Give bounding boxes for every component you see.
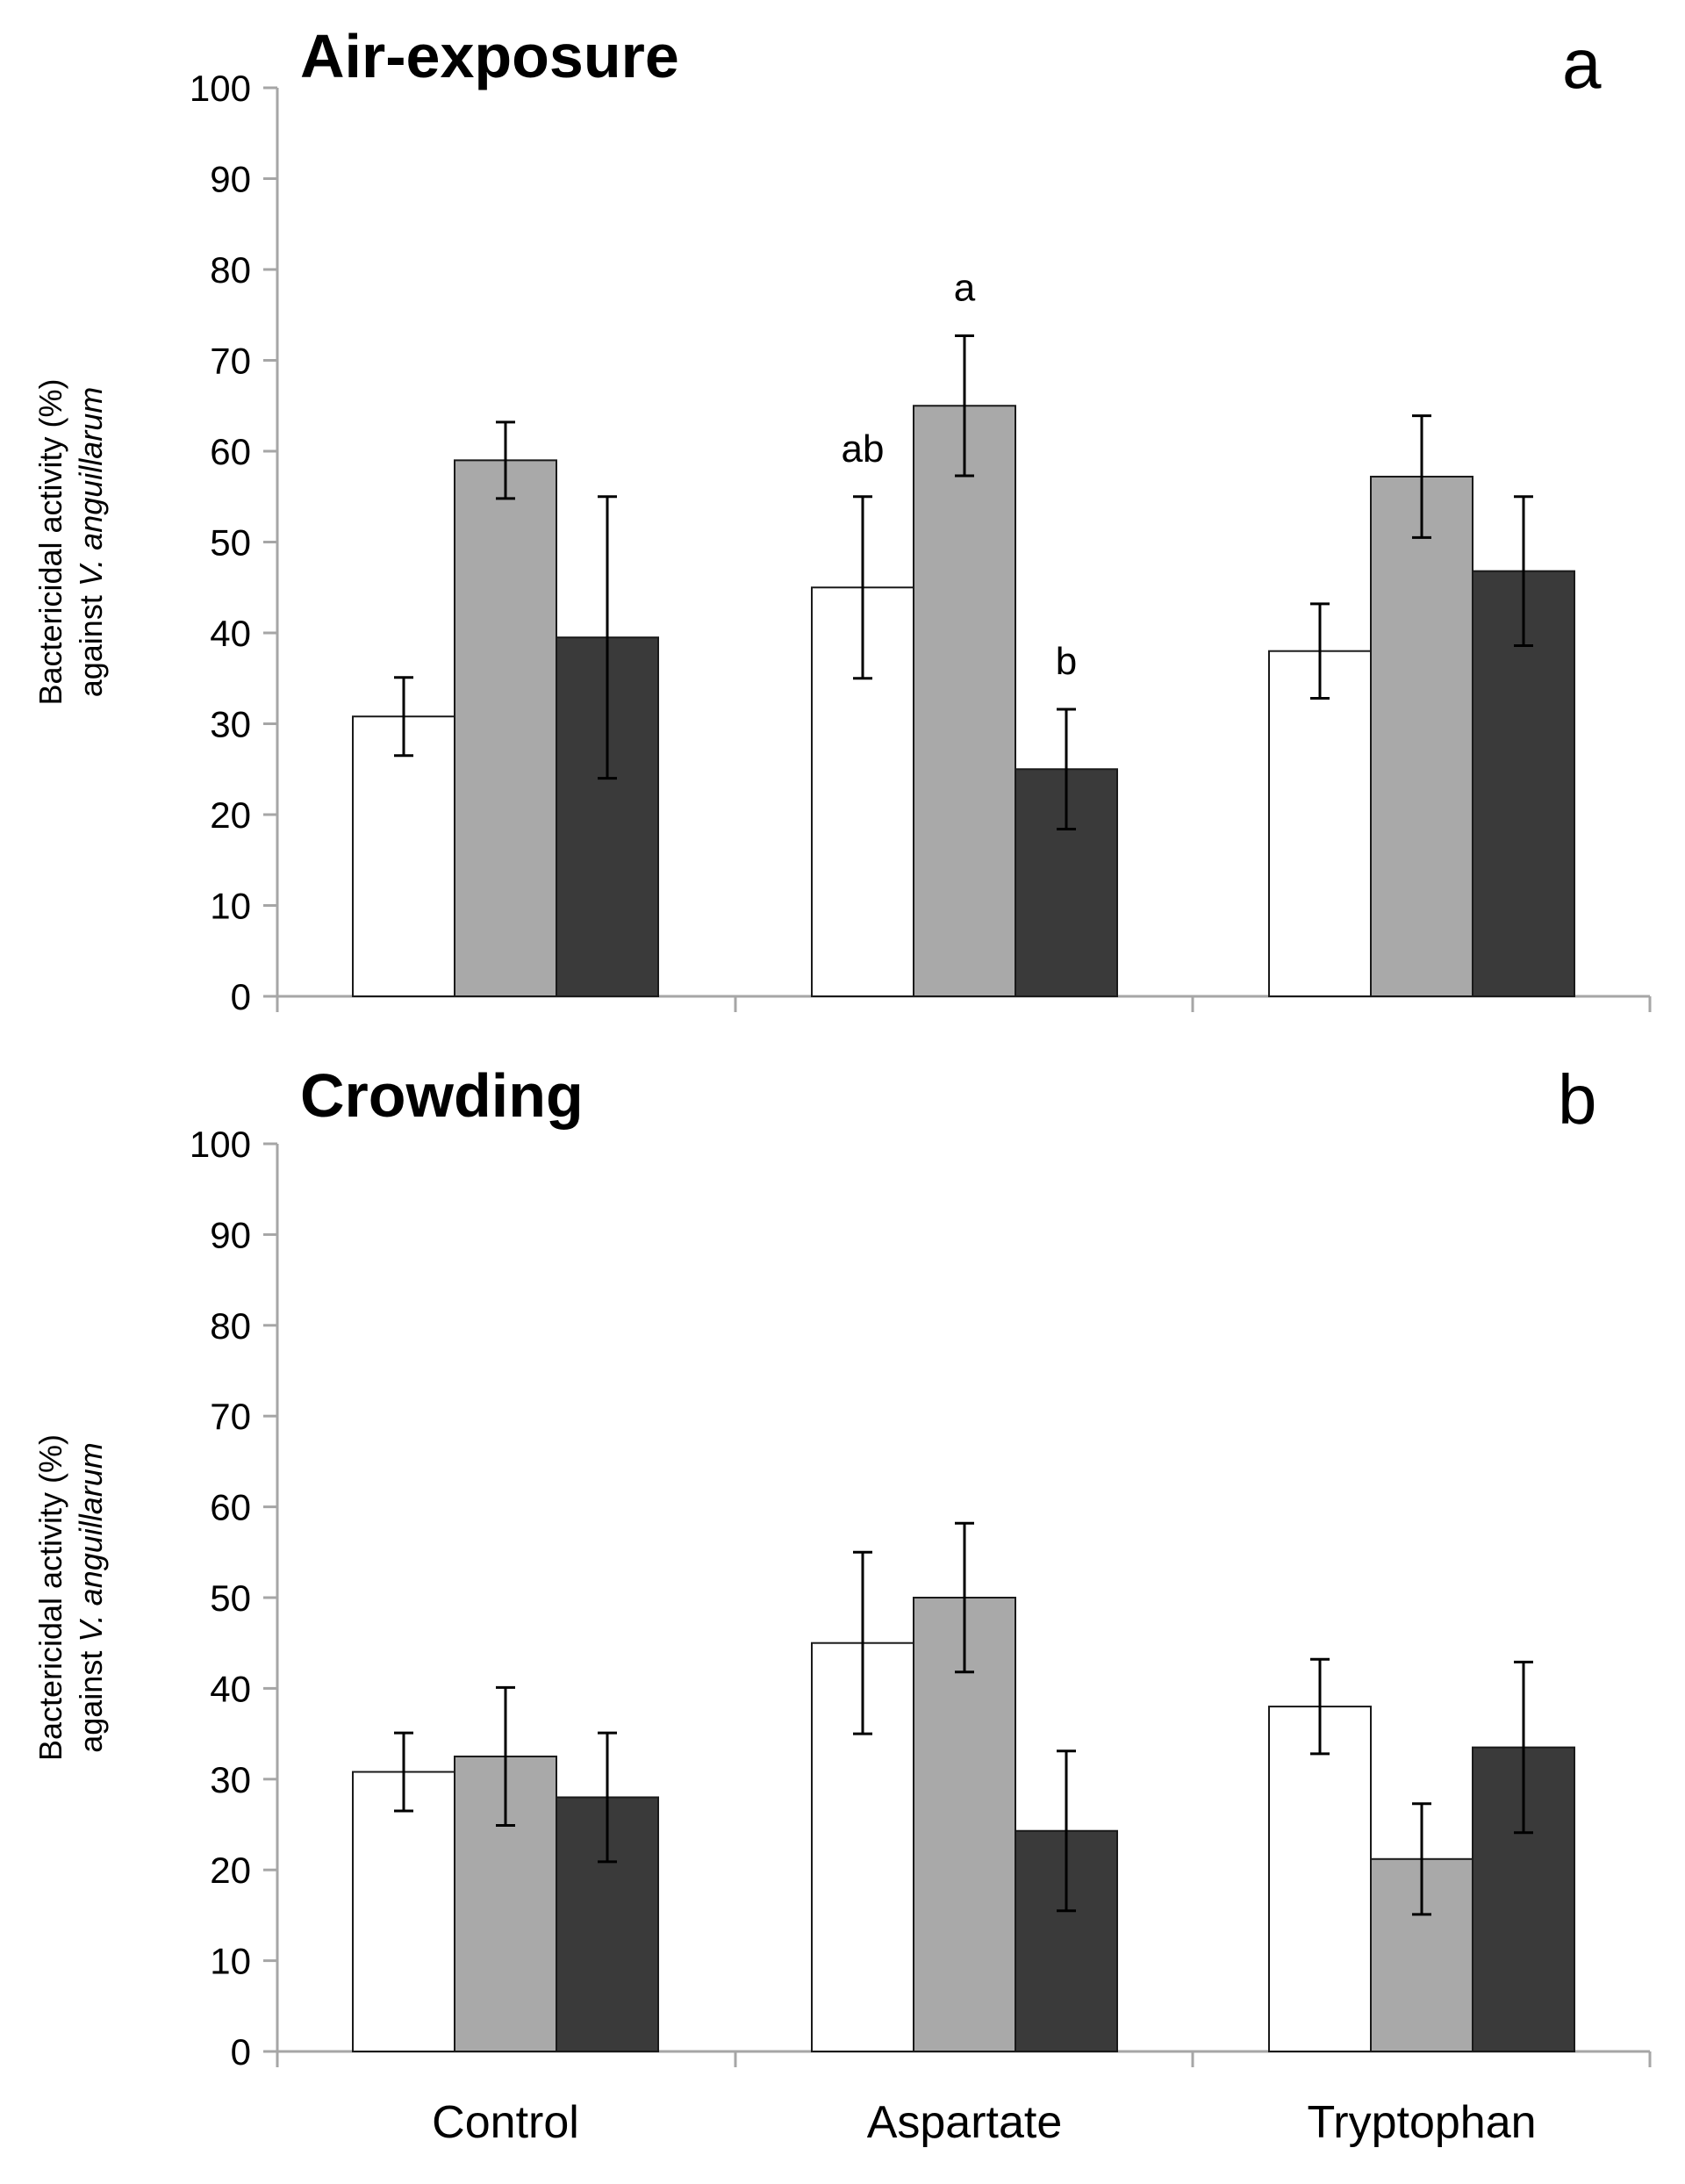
category-label: Aspartate [867, 2097, 1063, 2148]
y-tick-label: 10 [210, 886, 251, 927]
panel-a: Air-exposure a 0 10 20 30 40 50 60 70 80 90 100 Bacte… [32, 22, 1652, 1017]
y-tick-label: 70 [210, 1396, 251, 1437]
y-tick-label: 100 [190, 68, 251, 109]
y-tick-label: 60 [210, 431, 251, 472]
y-tick-label: 50 [210, 522, 251, 564]
significance-label: ab [842, 427, 885, 471]
y-tick-label: 90 [210, 1214, 251, 1255]
y-tick-label: 0 [231, 2031, 251, 2073]
y-tick-label: 10 [210, 1941, 251, 1982]
panel-letter: a [1562, 25, 1602, 103]
y-tick-label: 20 [210, 794, 251, 836]
bar-grey [454, 459, 557, 997]
significance-label: a [954, 267, 976, 310]
y-axis-label: Bactericidal activity (%) against V. angu… [32, 378, 109, 705]
y-tick-label: 0 [231, 976, 251, 1017]
category-label: Tryptophan [1307, 2097, 1536, 2148]
panel-b: Crowding b 0 10 20 30 40 50 60 70 80 90 100 Bacterici… [32, 1060, 1652, 2148]
y-tick-label: 70 [210, 341, 251, 382]
y-axis-label: Bactericidal activity (%) against V. angu… [32, 1434, 109, 1761]
y-tick-label: 80 [210, 249, 251, 291]
chart-title: Crowding [300, 1061, 584, 1130]
bar-white [1268, 650, 1372, 997]
bar-white [352, 715, 455, 997]
bar-white [352, 1771, 455, 2052]
y-tick-label: 50 [210, 1577, 251, 1619]
y-tick-label: 40 [210, 1668, 251, 1709]
chart-title: Air-exposure [300, 22, 679, 90]
significance-label: b [1056, 640, 1077, 683]
y-axis-label-line1: Bactericidal activity (%) [32, 1434, 68, 1761]
panel-letter: b [1558, 1060, 1597, 1139]
bar-white [1268, 1706, 1372, 2052]
y-tick-label: 100 [190, 1124, 251, 1165]
y-tick-label: 40 [210, 613, 251, 654]
y-tick-label: 30 [210, 704, 251, 745]
y-axis-label-species: V. anguillarum [73, 387, 109, 586]
y-axis-label-line2: against [73, 1642, 109, 1753]
category-label: Control [432, 2097, 579, 2148]
bar-grey [913, 405, 1016, 997]
y-axis-label-line2: against [73, 586, 109, 697]
y-axis-label-species: V. anguillarum [73, 1442, 109, 1642]
bar-grey [1370, 475, 1473, 997]
y-tick-label: 80 [210, 1305, 251, 1347]
y-tick-label: 20 [210, 1850, 251, 1891]
y-tick-label: 90 [210, 159, 251, 200]
y-tick-label: 60 [210, 1487, 251, 1528]
y-tick-label: 30 [210, 1759, 251, 1800]
y-axis-label-line1: Bactericidal activity (%) [32, 378, 68, 705]
